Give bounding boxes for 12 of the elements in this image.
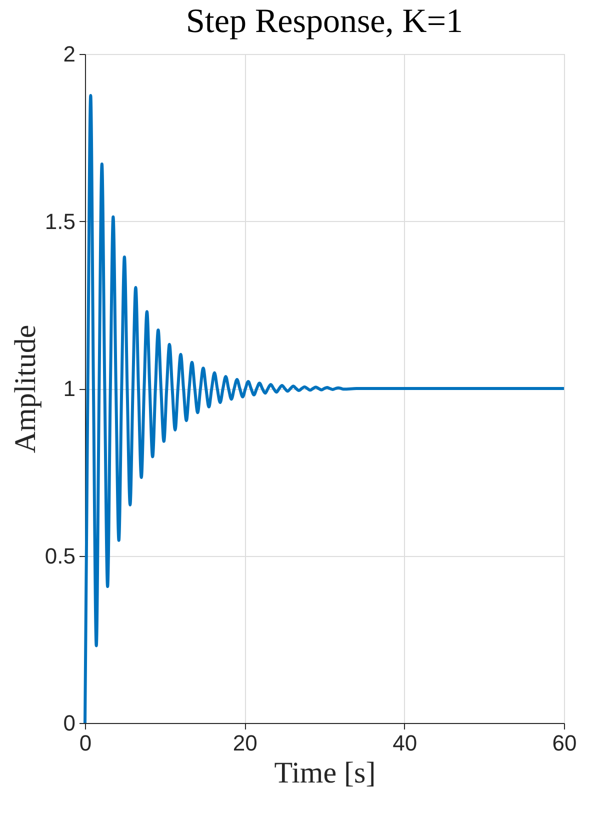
y-tick-label: 0.5	[44, 543, 76, 568]
chart-title: Step Response, K=1	[186, 3, 463, 40]
x-tick-label: 60	[552, 730, 577, 756]
x-axis-title: Time [s]	[274, 756, 376, 790]
y-tick-label: 2	[63, 42, 76, 66]
y-tick-label: 0	[63, 710, 76, 736]
y-axis-title: Amplitude	[8, 324, 42, 454]
y-tick-label: 1	[63, 376, 76, 401]
x-tick-label: 40	[392, 730, 418, 756]
x-tick-label: 20	[232, 730, 258, 756]
y-tick-label: 1.5	[44, 208, 76, 234]
x-tick-label: 0	[79, 730, 92, 756]
